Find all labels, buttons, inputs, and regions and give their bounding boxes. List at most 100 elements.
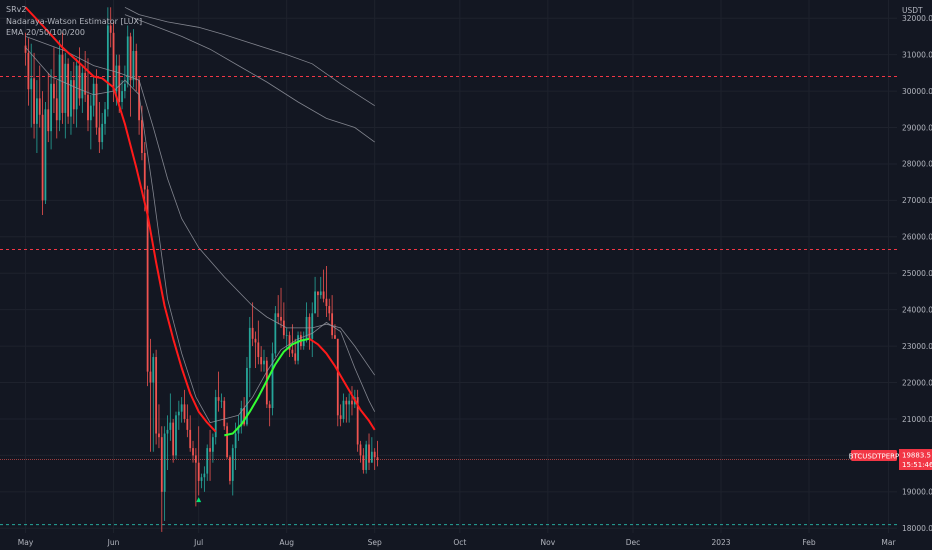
candle-body — [123, 83, 126, 92]
candle-body — [268, 404, 271, 409]
candle — [206, 444, 209, 481]
candle-body — [152, 357, 155, 383]
candle-body — [200, 477, 203, 481]
candle-body — [294, 353, 297, 361]
candle — [33, 52, 35, 139]
currency-label: USDT — [902, 6, 923, 15]
time-scale[interactable]: May Jun Jul Aug Sep Oct Nov Dec 2023 Feb Mar — [18, 538, 897, 547]
candle-body — [211, 437, 214, 452]
candle — [209, 429, 211, 481]
candle — [55, 80, 58, 139]
candle-body — [240, 408, 243, 427]
nwe-segment — [24, 6, 217, 433]
candle-body — [234, 433, 237, 449]
candle — [229, 455, 231, 485]
candle-body — [89, 105, 92, 121]
candle-body — [61, 54, 64, 113]
price-scale[interactable]: USDT 32000.0 31000.0 30000.0 29000.0 28000.0… — [902, 6, 932, 533]
candle-body — [237, 426, 240, 434]
candle — [109, 7, 112, 48]
nadaraya-watson-line — [24, 6, 376, 437]
time-tick: Aug — [279, 538, 294, 547]
candle — [373, 448, 376, 470]
price-tick: 30000.0 — [902, 87, 932, 96]
candle-body — [348, 400, 351, 405]
candle — [70, 71, 72, 135]
candle — [101, 112, 104, 150]
candle — [223, 397, 226, 430]
candle — [277, 295, 280, 325]
candle — [84, 51, 87, 103]
candle — [121, 80, 123, 110]
candle — [163, 426, 166, 521]
candle — [38, 65, 41, 128]
candle-body — [226, 426, 228, 458]
candle — [126, 25, 129, 88]
candle-body — [368, 444, 370, 463]
signal-markers — [196, 497, 202, 503]
symbol-badge: BTCUSDTPERP — [849, 450, 899, 461]
candle-body — [58, 54, 61, 121]
candle-body — [75, 65, 78, 110]
candle-body — [373, 451, 376, 458]
candle — [89, 94, 92, 150]
candle-body — [192, 448, 194, 456]
candle-body — [36, 98, 38, 124]
candle — [95, 69, 98, 135]
candle-body — [78, 65, 81, 99]
candle-body — [322, 291, 325, 299]
price-tick: 25000.0 — [902, 269, 932, 278]
candle-body — [231, 448, 234, 481]
candle — [291, 324, 294, 358]
candle-body — [314, 291, 316, 314]
price-badge-value: 19883.5 — [902, 452, 931, 460]
candle — [254, 331, 257, 368]
candle-body — [186, 418, 189, 430]
candle — [75, 58, 78, 128]
candle-body — [345, 400, 348, 405]
candle-body — [41, 114, 44, 201]
candle-body — [365, 444, 368, 470]
candle-body — [334, 335, 336, 339]
candle-body — [194, 455, 197, 463]
candle-body — [30, 78, 33, 90]
candle-body — [87, 94, 89, 121]
candle — [53, 47, 55, 113]
legend-srv2[interactable]: SRv2 — [6, 5, 27, 14]
ema-line — [124, 6, 375, 107]
candle-body — [243, 408, 246, 425]
candle-body — [271, 353, 274, 409]
candle-body — [101, 123, 104, 143]
candle — [138, 76, 140, 135]
candle — [368, 433, 370, 470]
candle-body — [277, 313, 280, 317]
candle — [197, 426, 200, 496]
candle-body — [158, 433, 160, 438]
candle-body — [317, 291, 319, 296]
candle — [268, 400, 271, 427]
candle — [152, 353, 155, 452]
legend-ema[interactable]: EMA 20/50/100/200 — [6, 28, 85, 37]
candle-body — [177, 411, 180, 416]
candle-body — [141, 120, 143, 154]
candle — [328, 298, 331, 321]
candle — [58, 40, 61, 132]
candle-body — [160, 437, 163, 492]
ema-line — [25, 36, 376, 376]
candle — [64, 52, 67, 139]
legend-nwe[interactable]: Nadaraya-Watson Estimator [LUX] — [6, 16, 143, 26]
candle-body — [206, 448, 209, 474]
candle — [183, 389, 186, 423]
time-tick: Jul — [193, 538, 203, 547]
candle — [175, 411, 177, 460]
candle — [177, 400, 180, 430]
price-badge-bg — [899, 449, 932, 470]
price-tick: 26000.0 — [902, 233, 932, 242]
candle — [123, 65, 126, 99]
candle — [186, 404, 189, 438]
candle-body — [274, 313, 277, 354]
candle-body — [143, 153, 146, 190]
candle-body — [254, 338, 257, 343]
ema-lines — [25, 6, 376, 424]
